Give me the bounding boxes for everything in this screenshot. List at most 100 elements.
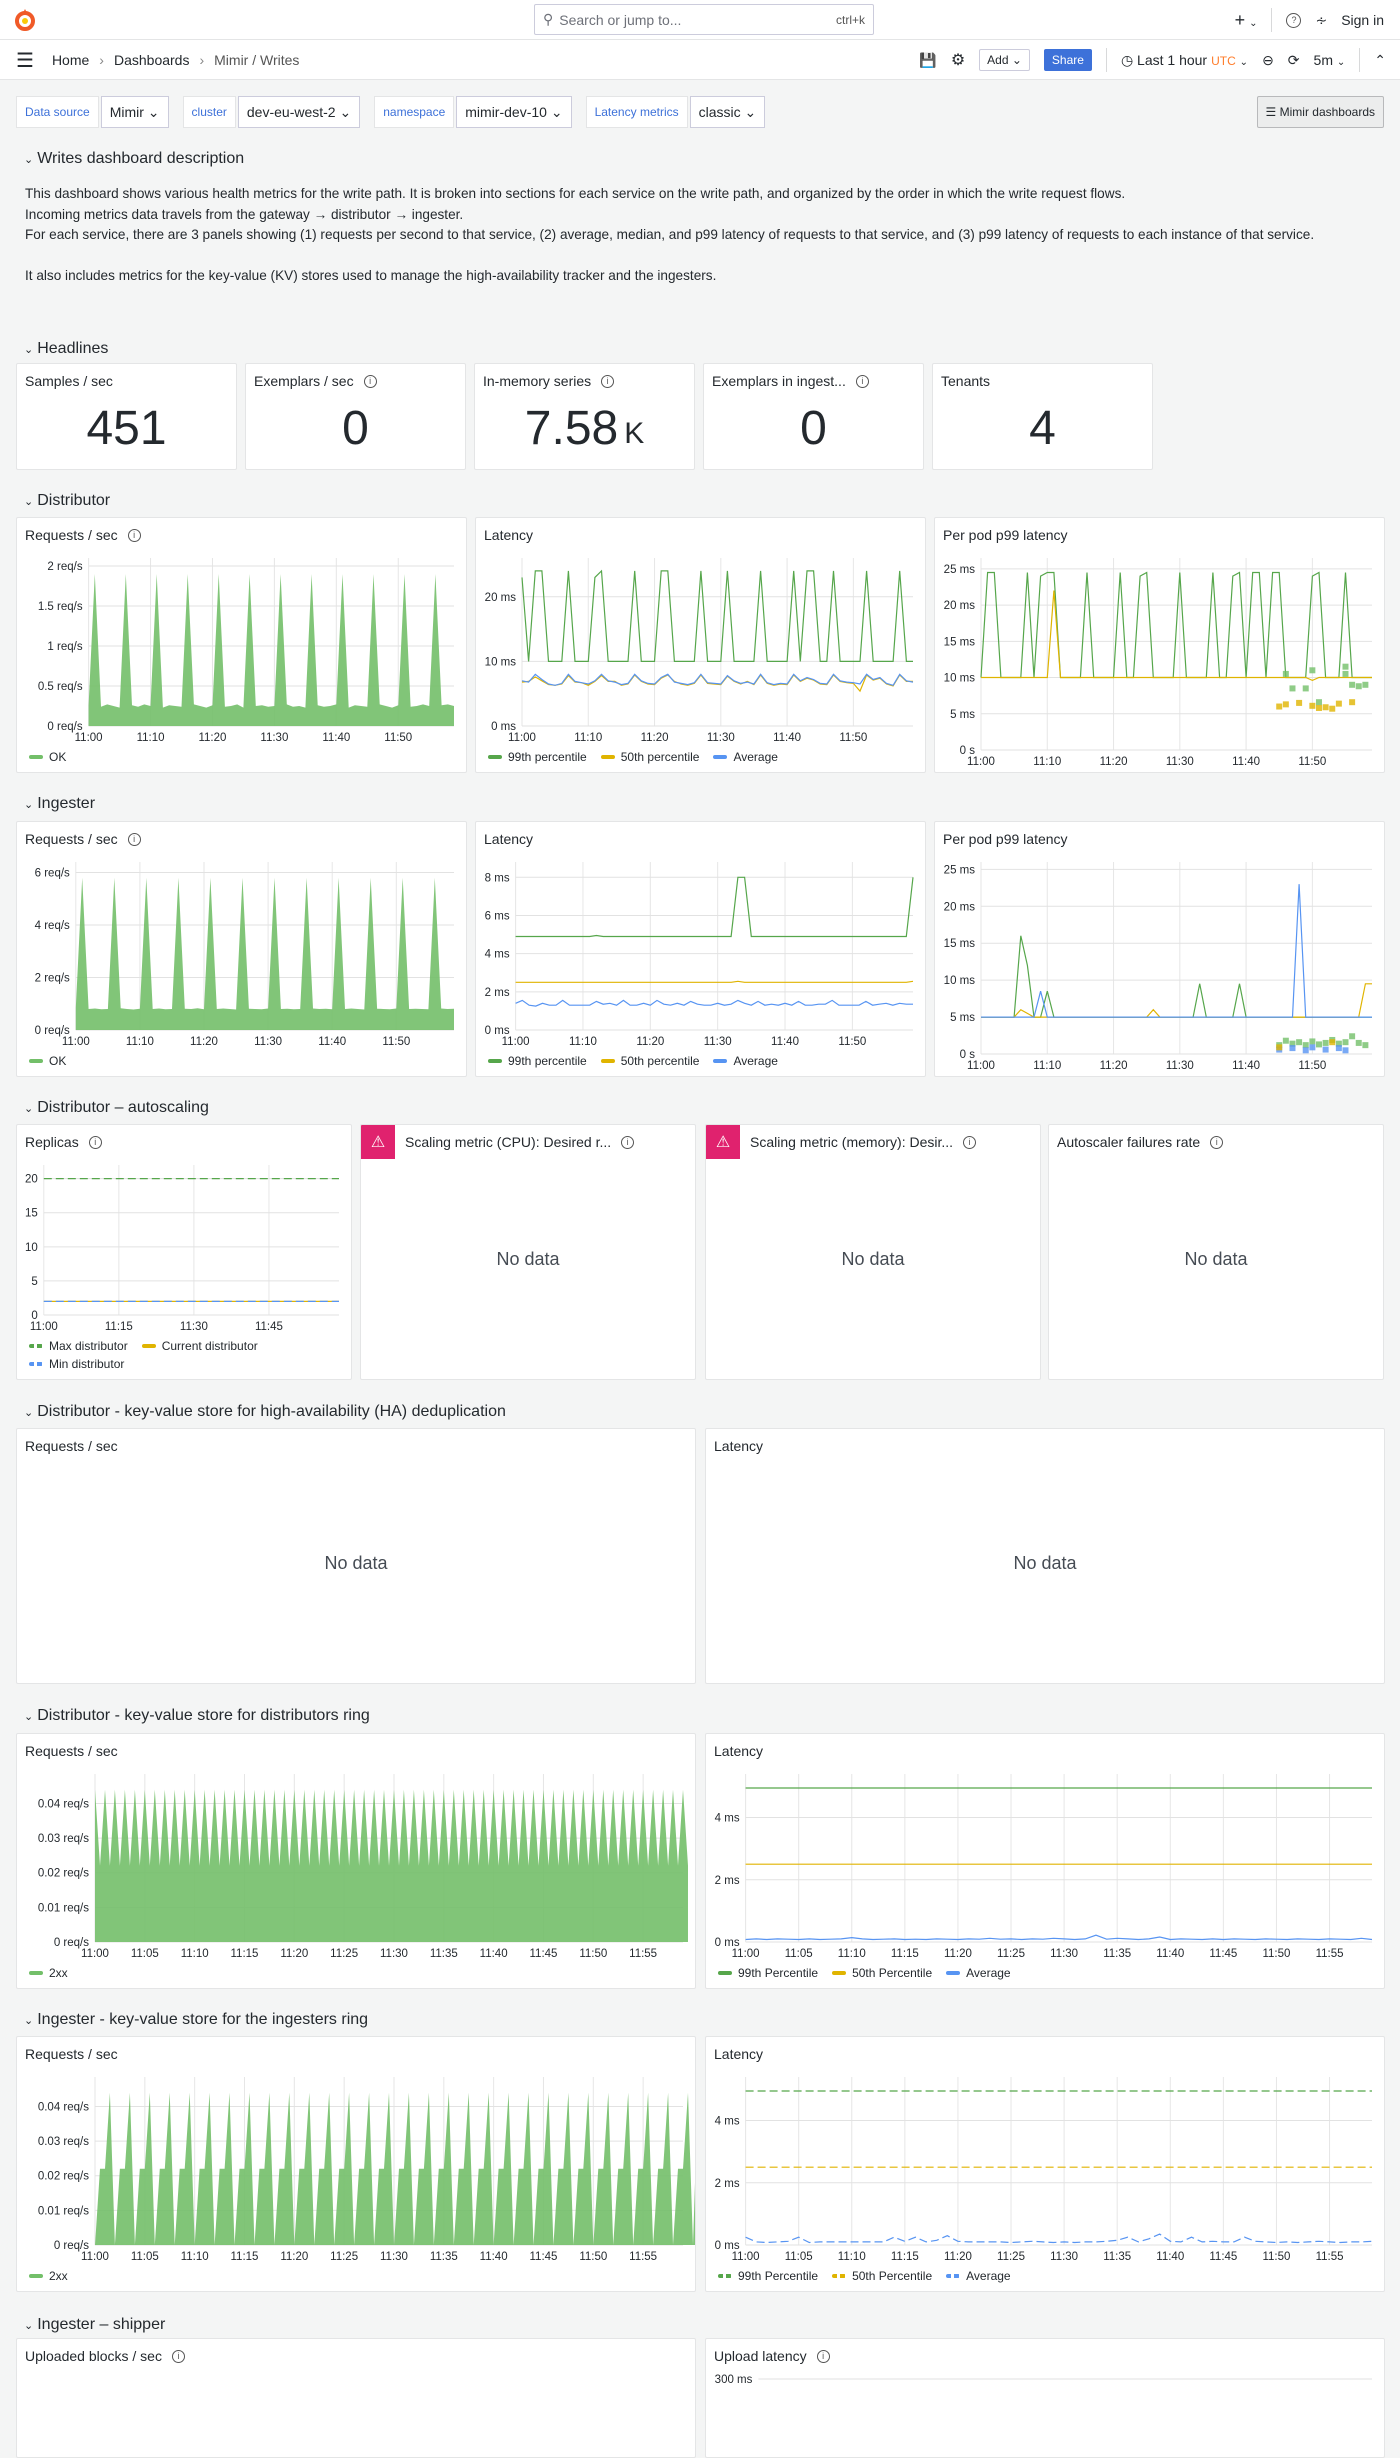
chevron-down-icon[interactable]: ⌄ — [24, 1406, 34, 1419]
chevron-down-icon[interactable]: ⌄ — [24, 1102, 34, 1115]
panel-header[interactable]: Latency — [706, 2037, 1384, 2071]
mimir-dashboards-button[interactable]: ☰ Mimir dashboards — [1256, 96, 1384, 128]
sign-in-link[interactable]: Sign in — [1341, 12, 1384, 28]
legend-item[interactable]: Average — [946, 2269, 1011, 2283]
legend-item[interactable]: 50th percentile — [600, 750, 699, 764]
panel-header[interactable]: Latency — [476, 518, 925, 552]
breadcrumb-home[interactable]: Home — [51, 52, 90, 68]
panel-header[interactable]: Tenants — [933, 364, 1152, 398]
chart[interactable]: 11:00 11:05 11:10 11:15 11:20 11:25 11:30 11:35… — [706, 1768, 1384, 1964]
gear-icon[interactable]: ⚙ — [950, 52, 966, 69]
legend-item[interactable]: OK — [29, 1054, 66, 1068]
chart[interactable]: 11:00 11:10 11:20 11:30 11:40 11:50 0 s 5 ms 10 … — [935, 552, 1384, 772]
panel-header[interactable]: Latency — [706, 1429, 1384, 1463]
legend-item[interactable]: 99th percentile — [488, 1054, 587, 1068]
rss-icon[interactable]: ∻ — [1315, 11, 1328, 28]
panel-header[interactable]: Latency — [476, 822, 925, 856]
chart[interactable]: 11:00 11:05 11:10 11:15 11:20 11:25 11:30 11:35… — [706, 2071, 1384, 2267]
new-menu-button[interactable]: + ⌄ — [1235, 10, 1258, 31]
chevron-down-icon[interactable]: ⌄ — [24, 798, 34, 811]
panel-header[interactable]: Per pod p99 latency — [935, 518, 1384, 552]
legend-item[interactable]: 99th Percentile — [718, 2269, 818, 2283]
info-icon[interactable]: i — [171, 2349, 185, 2363]
info-icon[interactable]: i — [1210, 1135, 1224, 1149]
menu-icon[interactable]: ☰ — [16, 49, 34, 72]
panel-header[interactable]: Requests / sec — [17, 1429, 695, 1463]
panel-header[interactable]: Exemplars / sec i — [246, 364, 465, 398]
info-icon[interactable]: i — [963, 1135, 977, 1149]
chevron-down-icon[interactable]: ⌄ — [24, 343, 34, 356]
panel-header[interactable]: Exemplars in ingest... i — [704, 364, 923, 398]
legend-item[interactable]: 50th percentile — [600, 1054, 699, 1068]
collapse-chevron-up-icon[interactable]: ⌃ — [1374, 51, 1386, 68]
chart[interactable] — [17, 2373, 695, 2457]
warning-icon[interactable]: ⚠ — [706, 1125, 740, 1159]
panel-header[interactable]: In-memory series i — [475, 364, 694, 398]
row-header-2[interactable]: ⌄ Distributor — [24, 492, 110, 510]
panel-header[interactable]: Latency — [706, 1734, 1384, 1768]
chart[interactable]: 11:00 11:10 11:20 11:30 11:40 11:50 0 ms 2 ms 4 … — [476, 856, 925, 1052]
legend-item[interactable]: Average — [713, 750, 778, 764]
panel-header[interactable]: Requests / sec — [17, 1734, 695, 1768]
chart[interactable]: 300 ms — [706, 2373, 1384, 2457]
save-icon[interactable]: 💾 — [919, 51, 937, 68]
search-input[interactable]: ⚲ Search or jump to... ctrl+k — [534, 4, 874, 35]
panel-header[interactable]: Upload latency i — [706, 2339, 1384, 2373]
row-header-5[interactable]: ⌄ Distributor - key-value store for high-… — [24, 1403, 506, 1421]
chart[interactable]: 11:00 11:10 11:20 11:30 11:40 11:50 0 s 5 ms 10 … — [935, 856, 1384, 1076]
panel-header[interactable]: Replicas i — [17, 1125, 351, 1159]
variable-select-cluster[interactable]: dev-eu-west-2 ⌄ — [237, 96, 361, 128]
zoom-out-icon[interactable]: ⊖ — [1262, 51, 1274, 68]
warning-icon[interactable]: ⚠ — [361, 1125, 395, 1159]
refresh-icon[interactable]: ⟳ — [1287, 51, 1300, 68]
chevron-down-icon[interactable]: ⌄ — [24, 1710, 34, 1723]
chevron-down-icon[interactable]: ⌄ — [24, 2319, 34, 2332]
chart[interactable]: 11:00 11:05 11:10 11:15 11:20 11:25 11:30 11:35… — [17, 1768, 695, 1964]
variable-select-latency-metrics[interactable]: classic ⌄ — [689, 96, 766, 128]
legend-item[interactable]: Average — [713, 1054, 778, 1068]
chart[interactable]: 11:00 11:05 11:10 11:15 11:20 11:25 11:30 11:35… — [17, 2071, 695, 2267]
info-icon[interactable]: i — [88, 1135, 102, 1149]
row-header-1[interactable]: ⌄ Headlines — [24, 340, 108, 358]
legend-item[interactable]: 2xx — [29, 2269, 68, 2283]
variable-select-datasource[interactable]: Mimir ⌄ — [100, 96, 169, 128]
info-icon[interactable]: i — [816, 2349, 830, 2363]
row-header-0[interactable]: ⌄ Writes dashboard description — [24, 150, 244, 168]
chart[interactable]: 11:00 11:15 11:30 11:45 0 5 10 15 20 — [17, 1159, 351, 1337]
info-icon[interactable]: i — [621, 1135, 635, 1149]
grafana-logo-icon[interactable] — [14, 8, 36, 32]
info-icon[interactable]: i — [855, 374, 869, 388]
legend-item[interactable]: 99th Percentile — [718, 1966, 818, 1980]
chart[interactable]: 11:00 11:10 11:20 11:30 11:40 11:50 0 req/s 0.5… — [17, 552, 466, 748]
info-icon[interactable]: i — [601, 374, 615, 388]
chevron-down-icon[interactable]: ⌄ — [24, 153, 34, 166]
add-button[interactable]: Add ⌄ — [979, 49, 1030, 71]
panel-header[interactable]: ⚠ Scaling metric (memory): Desir... i — [706, 1125, 1040, 1159]
chart[interactable]: 11:00 11:10 11:20 11:30 11:40 11:50 0 ms 10 ms 2… — [476, 552, 925, 748]
row-header-4[interactable]: ⌄ Distributor – autoscaling — [24, 1099, 209, 1117]
panel-header[interactable]: Requests / sec i — [17, 822, 466, 856]
row-header-7[interactable]: ⌄ Ingester - key-value store for the inge… — [24, 2011, 368, 2029]
legend-item[interactable]: Max distributor — [29, 1339, 128, 1353]
breadcrumb-dashboards[interactable]: Dashboards — [113, 52, 190, 68]
legend-item[interactable]: Current distributor — [141, 1339, 258, 1353]
legend-item[interactable]: OK — [29, 750, 66, 764]
legend-item[interactable]: 2xx — [29, 1966, 68, 1980]
info-icon[interactable]: i — [363, 374, 377, 388]
panel-header[interactable]: ⚠ Scaling metric (CPU): Desired r... i — [361, 1125, 695, 1159]
chevron-down-icon[interactable]: ⌄ — [24, 2014, 34, 2027]
legend-item[interactable]: Min distributor — [29, 1357, 124, 1371]
info-icon[interactable]: i — [127, 528, 141, 542]
legend-item[interactable]: Average — [946, 1966, 1011, 1980]
legend-item[interactable]: 99th percentile — [488, 750, 587, 764]
legend-item[interactable]: 50th Percentile — [832, 2269, 932, 2283]
variable-select-namespace[interactable]: mimir-dev-10 ⌄ — [456, 96, 572, 128]
panel-header[interactable]: Uploaded blocks / sec i — [17, 2339, 695, 2373]
time-picker[interactable]: ◷ Last 1 hour UTC ⌄ — [1120, 51, 1249, 68]
panel-header[interactable]: Requests / sec i — [17, 518, 466, 552]
panel-header[interactable]: Per pod p99 latency — [935, 822, 1384, 856]
panel-header[interactable]: Autoscaler failures rate i — [1049, 1125, 1383, 1159]
refresh-interval-picker[interactable]: 5m ⌄ — [1313, 52, 1346, 68]
legend-item[interactable]: 50th Percentile — [832, 1966, 932, 1980]
row-header-6[interactable]: ⌄ Distributor - key-value store for distr… — [24, 1707, 370, 1725]
